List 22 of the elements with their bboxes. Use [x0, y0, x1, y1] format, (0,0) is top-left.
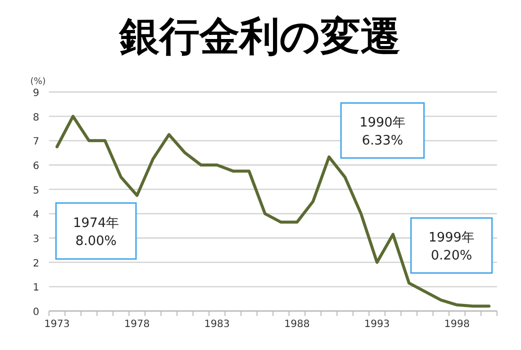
y-tick-label: 4 [32, 210, 40, 221]
y-tick-label: 7 [32, 136, 40, 148]
y-tick-label: 5 [32, 185, 40, 196]
y-tick-label: 9 [32, 88, 40, 99]
y-tick-label: 6 [32, 161, 40, 172]
chart-title: 銀行金利の変遷 [118, 14, 400, 60]
x-tick-label: 1993 [364, 319, 390, 330]
x-tick-label: 1978 [124, 319, 150, 330]
annotation: 1990年 6.33% [359, 116, 406, 148]
y-tick-label: 1 [32, 282, 40, 294]
annotation: 1999年 0.20% [428, 230, 475, 264]
x-tick-label: 1988 [284, 319, 310, 330]
line-series [56, 114, 490, 308]
y-tick-label: 3 [32, 234, 40, 245]
y-axis-title: (%) [30, 77, 46, 87]
y-tick-label: 2 [32, 258, 40, 270]
annotation: 1974年 8.00% [72, 216, 120, 249]
y-tick-label: 0 [32, 307, 40, 318]
y-tick-label: 8 [32, 112, 40, 124]
x-tick-label: 1998 [444, 319, 470, 330]
x-tick-label: 1983 [204, 319, 230, 330]
x-tick-label: 1973 [44, 319, 70, 330]
